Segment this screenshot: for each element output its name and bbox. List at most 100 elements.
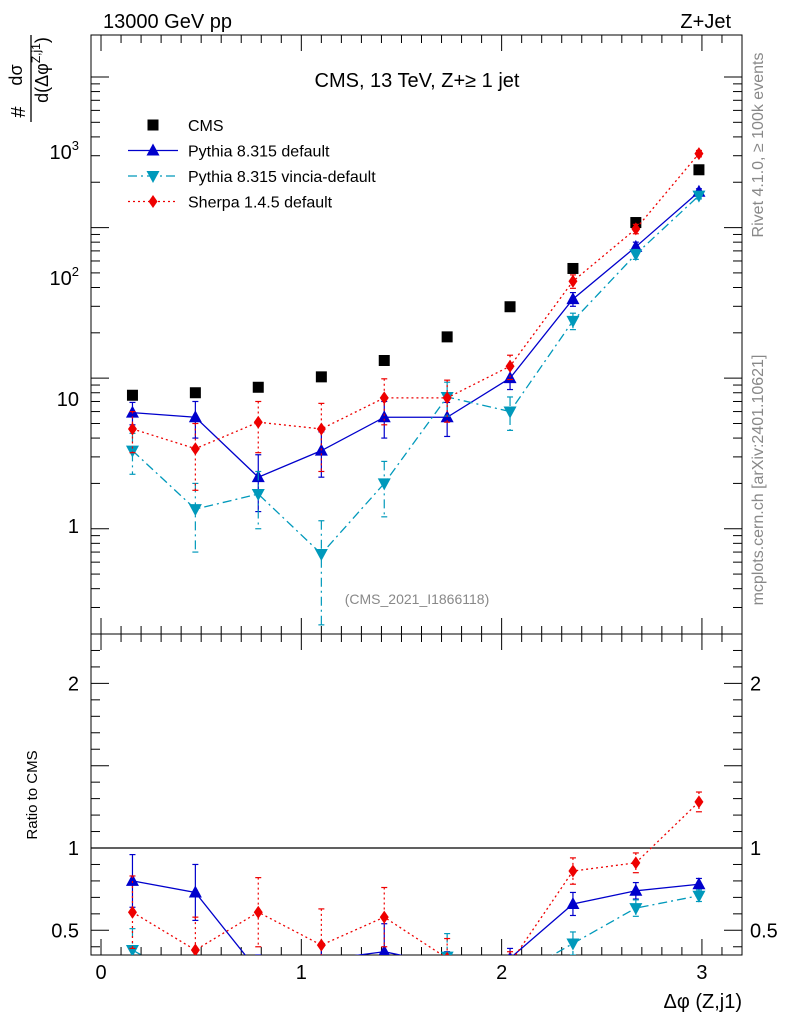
ratio-point-sherpa-1-4-5-default <box>127 905 137 919</box>
ratio-point-pythia-8-315-default <box>692 877 706 890</box>
main-point-sherpa-1-4-5-default <box>442 391 452 405</box>
main-point-cms <box>189 387 201 399</box>
x-tick-label: 2 <box>496 962 507 984</box>
ratio-point-pythia-8-315-default <box>566 896 580 909</box>
ratio-point-pythia-8-315-vincia-default <box>252 976 265 988</box>
ratio-point-pythia-8-315-default <box>629 883 643 896</box>
main-point-sherpa-1-4-5-default <box>568 274 578 288</box>
main-point-cms <box>252 381 264 393</box>
ratio-point-pythia-8-315-vincia-default <box>125 945 139 955</box>
ratio-point-sherpa-1-4-5-default <box>253 905 263 919</box>
legend-label-pythia-8-315-vincia-default: Pythia 8.315 vincia-default <box>188 169 376 186</box>
x-tick-label: 1 <box>296 962 307 984</box>
main-point-cms <box>504 301 516 313</box>
main-y-tick-label-1: 1 <box>68 516 79 538</box>
main-line-sherpa-1-4-5-default <box>132 153 700 450</box>
ratio-y-tick-label-right: 0.5 <box>750 920 778 942</box>
ratio-line-sherpa-1-4-5-default <box>132 801 700 955</box>
header-energy-label: 13000 GeV pp <box>103 11 232 33</box>
y-label-superscript: Z,j1 <box>29 43 43 63</box>
main-point-pythia-8-315-vincia-default <box>566 315 580 328</box>
main-y-tick-label-1000: 103 <box>50 138 79 164</box>
main-point-cms <box>441 331 453 343</box>
ratio-point-pythia-8-315-default <box>188 885 202 898</box>
ratio-point-pythia-8-315-vincia-default <box>378 983 391 995</box>
x-tick-label: 3 <box>696 962 707 984</box>
ratio-line-pythia-8-315-default <box>132 880 700 955</box>
main-point-sherpa-1-4-5-default <box>127 422 137 436</box>
main-point-pythia-8-315-vincia-default <box>629 249 643 262</box>
ratio-y-axis-label: Ratio to CMS <box>24 750 41 839</box>
main-point-sherpa-1-4-5-default <box>379 391 389 405</box>
main-point-sherpa-1-4-5-default <box>694 147 704 161</box>
x-tick-labels: 0 1 2 3 <box>95 962 707 984</box>
y-label-hash: # <box>8 106 30 118</box>
ratio-point-sherpa-1-4-5-default <box>694 795 704 809</box>
main-y-tick-label-1000-exp: 3 <box>72 138 79 153</box>
main-point-cms <box>315 371 327 383</box>
main-y-tick-label-10: 10 <box>57 389 79 411</box>
ratio-point-sherpa-1-4-5-default <box>190 943 200 955</box>
ratio-point-pythia-8-315-vincia-default <box>566 938 580 951</box>
main-point-sherpa-1-4-5-default <box>505 359 515 373</box>
main-y-tick-label-100: 102 <box>50 264 79 290</box>
ratio-point-pythia-8-315-vincia-default <box>692 890 706 903</box>
legend-label-pythia-8-315-default: Pythia 8.315 default <box>188 144 330 161</box>
ratio-point-pythia-8-315-default <box>378 944 390 955</box>
main-point-cms <box>126 389 138 401</box>
analysis-watermark: (CMS_2021_I1866118) <box>345 591 490 607</box>
ratio-point-pythia-8-315-default <box>441 958 454 970</box>
ratio-y-tick-labels: 0.5 0.5 1 1 2 2 <box>51 673 778 942</box>
legend-marker-sherpa-1-4-5-default <box>148 195 158 208</box>
main-y-axis-label: # dσ d(ΔφZ,j1) <box>6 35 52 122</box>
ratio-plot-frame <box>90 633 743 956</box>
ratio-plot-data <box>125 791 706 995</box>
header-process-label: Z+Jet <box>680 11 731 33</box>
main-point-pythia-8-315-vincia-default <box>251 489 265 502</box>
main-y-tick-labels: 1 10 102 103 <box>50 138 79 538</box>
ratio-y-tick-label-right: 2 <box>750 673 761 695</box>
y-label-close: ) <box>32 37 52 43</box>
main-point-cms <box>693 164 705 176</box>
main-line-pythia-8-315-vincia-default <box>132 195 700 555</box>
ratio-line-pythia-8-315-vincia-default <box>132 895 700 955</box>
ratio-point-pythia-8-315-default <box>125 873 139 886</box>
ratio-y-tick-label-left: 0.5 <box>51 920 79 942</box>
main-point-pythia-8-315-default <box>566 292 580 305</box>
main-point-pythia-8-315-vincia-default <box>377 478 391 491</box>
main-point-pythia-8-315-vincia-default <box>188 504 202 517</box>
x-tick-label: 0 <box>95 962 106 984</box>
ratio-y-tick-label-right: 1 <box>750 838 761 860</box>
legend: CMS Pythia 8.315 default Pythia 8.315 vinc… <box>128 118 376 212</box>
main-point-pythia-8-315-default <box>188 410 202 423</box>
legend-entry-sherpa-1-4-5-default: Sherpa 1.4.5 default <box>128 195 333 212</box>
ratio-point-sherpa-1-4-5-default <box>568 864 578 878</box>
main-point-pythia-8-315-vincia-default <box>314 548 328 561</box>
ratio-point-sherpa-1-4-5-default <box>444 951 450 955</box>
y-label-denominator: d(ΔφZ,j1) <box>29 37 52 103</box>
legend-label-cms: CMS <box>188 118 224 135</box>
main-point-pythia-8-315-default <box>629 239 643 252</box>
main-point-cms <box>378 354 390 366</box>
mcplots-source-label: mcplots.cern.ch [arXiv:2401.10621] <box>750 355 767 606</box>
main-point-pythia-8-315-vincia-default <box>503 406 517 419</box>
ratio-point-pythia-8-315-default <box>252 964 265 976</box>
main-y-tick-label-1000-base: 10 <box>50 142 72 164</box>
rivet-version-label: Rivet 4.1.0, ≥ 100k events <box>750 53 767 238</box>
main-point-sherpa-1-4-5-default <box>316 422 326 436</box>
main-y-tick-label-100-exp: 2 <box>72 264 79 279</box>
ratio-point-sherpa-1-4-5-default <box>316 938 326 952</box>
legend-entry-pythia-8-315-default: Pythia 8.315 default <box>128 143 330 161</box>
ratio-point-pythia-8-315-vincia-default <box>189 980 202 992</box>
main-point-cms <box>567 262 579 274</box>
main-point-sherpa-1-4-5-default <box>631 222 641 236</box>
ratio-point-pythia-8-315-vincia-default <box>629 903 643 916</box>
x-axis-label: Δφ (Z,j1) <box>663 991 742 1013</box>
legend-marker-cms <box>147 119 159 131</box>
main-y-tick-label-100-base: 10 <box>50 268 72 290</box>
main-point-pythia-8-315-vincia-default <box>692 190 706 203</box>
main-point-sherpa-1-4-5-default <box>253 415 263 429</box>
main-line-pythia-8-315-default <box>132 191 700 478</box>
ratio-y-tick-label-left: 1 <box>68 838 79 860</box>
